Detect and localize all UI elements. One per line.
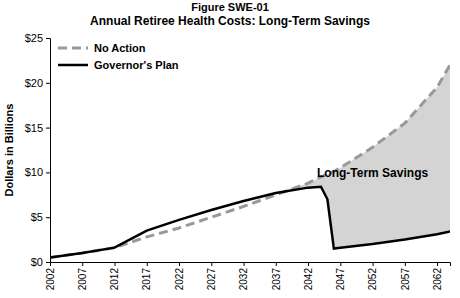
x-tick-label: 2002 (45, 268, 56, 291)
plot: 2002 2007 2012 2017 2022 2027 2032 2037 2042 2047… (25, 32, 451, 290)
x-tick-mark (373, 262, 374, 266)
x-tick-mark (211, 262, 212, 266)
x-tick-label: 2042 (303, 268, 314, 291)
annotation: Long-Term Savings (317, 166, 428, 180)
x-tick: 2022 (174, 262, 185, 290)
x-tick-mark (115, 262, 116, 266)
x-tick-label: 2007 (77, 268, 88, 291)
x-tick: 2007 (77, 262, 88, 290)
y-tick: $20 (25, 77, 50, 89)
x-tick-label: 2017 (141, 268, 152, 291)
x-tick-label: 2057 (400, 268, 411, 291)
series-line (50, 187, 450, 258)
x-tick-mark (147, 262, 148, 266)
x-tick-label: 2022 (174, 268, 185, 291)
x-tick: 2062 (432, 262, 443, 290)
x-tick: 2042 (303, 262, 314, 290)
y-tick: $10 (25, 166, 50, 178)
x-tick-label: 2047 (335, 268, 346, 291)
legend: No Action Governor's Plan (58, 42, 179, 71)
x-tick-label: 2052 (367, 268, 378, 291)
x-tick: 2057 (400, 262, 411, 290)
y-tick: $5 (31, 211, 50, 223)
x-tick-label: 2027 (206, 268, 217, 291)
y-tick-label: $10 (25, 166, 43, 178)
y-tick-label: $15 (25, 122, 43, 134)
x-tick-mark (437, 262, 438, 266)
legend-label: Governor's Plan (94, 59, 179, 71)
y-tick-mark (46, 83, 50, 84)
x-tick: 2017 (141, 262, 152, 290)
x-tick: 2012 (109, 262, 120, 290)
x-tick: 2047 (335, 262, 346, 290)
y-axis-title: Dollars in Billions (3, 104, 15, 197)
series-line (50, 65, 450, 258)
y-tick-mark (46, 38, 50, 39)
x-tick-mark (308, 262, 309, 266)
y-tick: $25 (25, 32, 50, 44)
y-tick-label: $5 (31, 211, 43, 223)
y-tick-label: $25 (25, 32, 43, 44)
x-tick-mark (82, 262, 83, 266)
y-tick-mark (46, 217, 50, 218)
x-tick: 2027 (206, 262, 217, 290)
x-tick: 2002 (45, 262, 56, 290)
x-tick-label: 2032 (238, 268, 249, 291)
y-axis: $0 $5 $10 $15 $20 $25 (25, 32, 51, 268)
marks (50, 65, 450, 258)
x-tick-mark (244, 262, 245, 266)
x-tick-mark (276, 262, 277, 266)
x-tick: 2052 (367, 262, 378, 290)
x-axis: 2002 2007 2012 2017 2022 2027 2032 2037 2042 2047… (45, 262, 451, 290)
x-tick: 2032 (238, 262, 249, 290)
y-tick-mark (46, 128, 50, 129)
x-tick: 2037 (271, 262, 282, 290)
y-tick: $15 (25, 122, 50, 134)
chart: Figure SWE-01Annual Retiree Health Costs… (0, 0, 460, 298)
y-tick-mark (46, 262, 50, 263)
x-tick-label: 2062 (432, 268, 443, 291)
savings-area (50, 65, 450, 258)
y-tick-mark (46, 172, 50, 173)
figure-label: Figure SWE-01 (191, 1, 269, 13)
y-axis-line (46, 39, 51, 263)
x-tick-mark (340, 262, 341, 266)
y-tick-label: $20 (25, 77, 43, 89)
legend-swatch (58, 47, 88, 50)
y-tick-label: $0 (31, 256, 43, 268)
legend-swatch (58, 64, 88, 67)
x-axis-line (51, 263, 451, 267)
title: Annual Retiree Health Costs: Long-Term S… (90, 14, 370, 28)
legend-label: No Action (94, 42, 146, 54)
x-tick-mark (179, 262, 180, 266)
y-tick: $0 (31, 256, 50, 268)
x-tick-mark (405, 262, 406, 266)
x-tick-label: 2012 (109, 268, 120, 291)
x-tick-label: 2037 (271, 268, 282, 291)
